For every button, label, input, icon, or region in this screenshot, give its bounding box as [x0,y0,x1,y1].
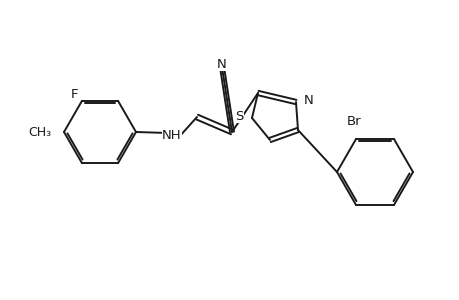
Text: S: S [235,110,243,122]
Text: F: F [71,88,78,101]
Text: N: N [303,94,313,106]
Text: Br: Br [346,115,360,128]
Text: N: N [217,58,226,71]
Text: NH: NH [162,128,181,142]
Text: CH₃: CH₃ [28,125,51,139]
